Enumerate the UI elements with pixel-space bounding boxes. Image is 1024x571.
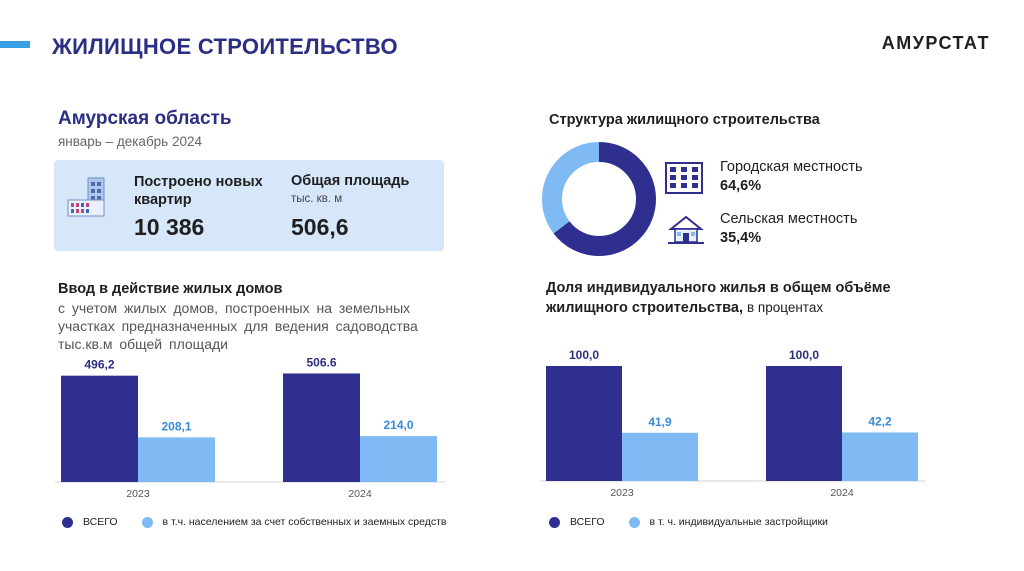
house-icon	[668, 215, 704, 244]
chart1-legend-total: ВСЕГО	[62, 516, 118, 528]
chart2-unit: в процентах	[747, 300, 824, 315]
header-accent-bar	[0, 41, 30, 48]
chart2-bar-label-2024-total: 100,0	[789, 348, 819, 362]
brand-logo: АМУРСТАТ	[881, 33, 990, 53]
chart2-legend-total-label: ВСЕГО	[570, 516, 605, 528]
stats-card: Построено новых квартир 10 386 Общая пло…	[54, 160, 444, 251]
donut-slice-rural	[542, 142, 656, 256]
chart2-title-text: Доля индивидуального жилья в общем объём…	[546, 280, 891, 316]
area-value: 506,6	[291, 214, 349, 240]
chart2-bar-label-2023-part: 41,9	[648, 415, 672, 429]
chart2-bar-label-2024-part: 42,2	[868, 414, 892, 428]
rural-value: 35,4%	[720, 230, 762, 246]
chart2-legend-total: ВСЕГО	[549, 516, 605, 528]
apartments-label: Построено новых квартир	[134, 174, 263, 208]
chart2-legend: ВСЕГО в т. ч. индивидуальные застройщики	[549, 516, 852, 528]
chart1-legend-population-label: в т.ч. населением за счет собственных и …	[162, 516, 447, 528]
chart1-legend-total-label: ВСЕГО	[83, 516, 118, 528]
chart1-bar-label-2024-total: 506.6	[306, 355, 336, 369]
chart2-bar-label-2023-total: 100,0	[569, 348, 599, 362]
chart2-legend-individual-label: в т. ч. индивидуальные застройщики	[649, 516, 828, 528]
legend-dot-light	[141, 516, 153, 528]
chart1-tick-2024: 2024	[348, 488, 372, 500]
chart2-bar-2024-part	[842, 432, 918, 481]
city-building-icon	[665, 162, 703, 194]
chart2-bar-2024-total	[766, 366, 842, 481]
chart1-bar-label-2024-part: 214,0	[383, 418, 413, 432]
chart1-tick-2023: 2023	[126, 488, 150, 500]
urban-value: 64,6%	[720, 178, 762, 194]
chart2-bar-2023-part	[622, 432, 698, 481]
legend-dot-dark	[62, 516, 73, 528]
chart2-bar-2023-total	[546, 366, 622, 481]
chart1-legend: ВСЕГО в т.ч. населением за счет собствен…	[62, 516, 471, 528]
chart2-legend-individual: в т. ч. индивидуальные застройщики	[628, 516, 828, 528]
building-icon	[67, 177, 105, 217]
legend-dot-dark	[549, 516, 560, 528]
urban-label: Городская местность	[720, 159, 863, 175]
page-title: ЖИЛИЩНОЕ СТРОИТЕЛЬСТВО	[52, 34, 398, 59]
chart1-bar-label-2023-part: 208,1	[161, 419, 191, 433]
chart2-title: Доля индивидуального жилья в общем объём…	[546, 279, 966, 318]
area-unit: тыс. кв. м	[291, 193, 343, 205]
chart1-bar-2023-part	[138, 437, 215, 482]
chart1-bar-2023-total	[61, 375, 138, 482]
structure-donut-chart	[542, 142, 656, 256]
chart1-unit: тыс.кв.м общей площади	[58, 336, 228, 352]
chart1-bar-2024-total	[283, 373, 360, 482]
region-period: январь – декабрь 2024	[58, 134, 202, 149]
area-label: Общая площадь	[291, 173, 410, 189]
chart1-title: Ввод в действие жилых домов	[58, 281, 283, 297]
structure-title: Структура жилищного строительства	[549, 112, 820, 128]
legend-dot-light	[628, 516, 640, 528]
chart1-bar-label-2023-total: 496,2	[84, 358, 114, 372]
chart2-tick-2024: 2024	[830, 487, 854, 499]
apartments-value: 10 386	[134, 214, 205, 240]
region-title: Амурская область	[58, 108, 232, 129]
rural-label: Сельская местность	[720, 211, 858, 227]
chart1-subtitle: с учетом жилых домов, построенных на зем…	[58, 299, 458, 353]
chart1-subtitle-text: с учетом жилых домов, построенных на зем…	[58, 300, 418, 334]
chart2-tick-2023: 2023	[610, 487, 634, 499]
chart1-legend-population: в т.ч. населением за счет собственных и …	[141, 516, 447, 528]
chart1-bar-2024-part	[360, 436, 437, 482]
